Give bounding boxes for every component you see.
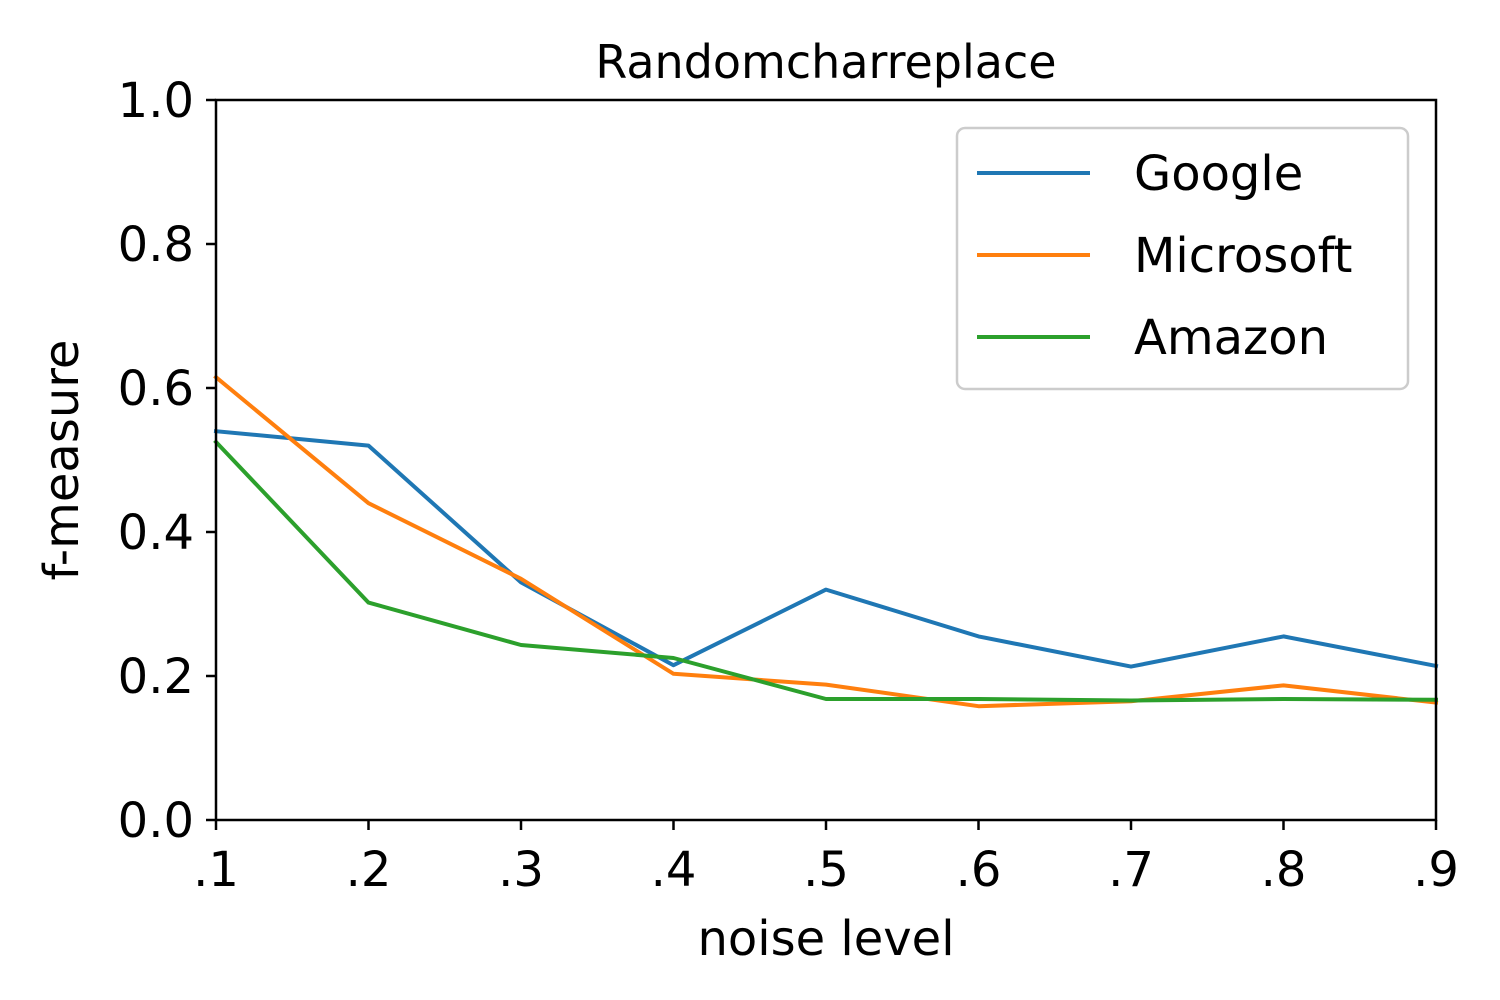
legend: Google Microsoft Amazon [955,126,1410,391]
y-tick-label: 1.0 [118,73,194,129]
series-line-google [213,429,1439,669]
y-tick-label: 0.0 [118,793,194,849]
x-tick-label: .2 [346,842,392,898]
x-axis-title: noise level [697,911,954,967]
axes-layer: .1 .2 .3 .4 .5 .6 .7 .8 .9 0.0 0.2 0.4 0.6 0.8 1.0 [118,73,1459,898]
y-tick-label: 0.2 [118,649,194,705]
series-layer [213,374,1439,709]
x-tick-label: .4 [651,842,697,898]
x-tick-label: .8 [1261,842,1307,898]
series-line-amazon [213,439,1439,703]
legend-label-google: Google [1134,146,1303,202]
y-tick-label: 0.4 [118,505,194,561]
x-tick-label: .7 [1108,842,1154,898]
legend-box [955,126,1410,391]
legend-label-amazon: Amazon [1134,310,1328,366]
series-line-microsoft [213,374,1439,709]
y-tick-label: 0.8 [118,217,194,273]
x-tick-label: .5 [803,842,849,898]
legend-label-microsoft: Microsoft [1134,228,1352,284]
y-tick-label: 0.6 [118,361,194,417]
chart-title: Randomcharreplace [595,35,1056,89]
x-tick-label: .6 [956,842,1002,898]
x-tick-label: .1 [193,842,239,898]
y-axis-title: f-measure [34,340,90,581]
x-tick-label: .3 [498,842,544,898]
x-tick-label: .9 [1413,842,1459,898]
